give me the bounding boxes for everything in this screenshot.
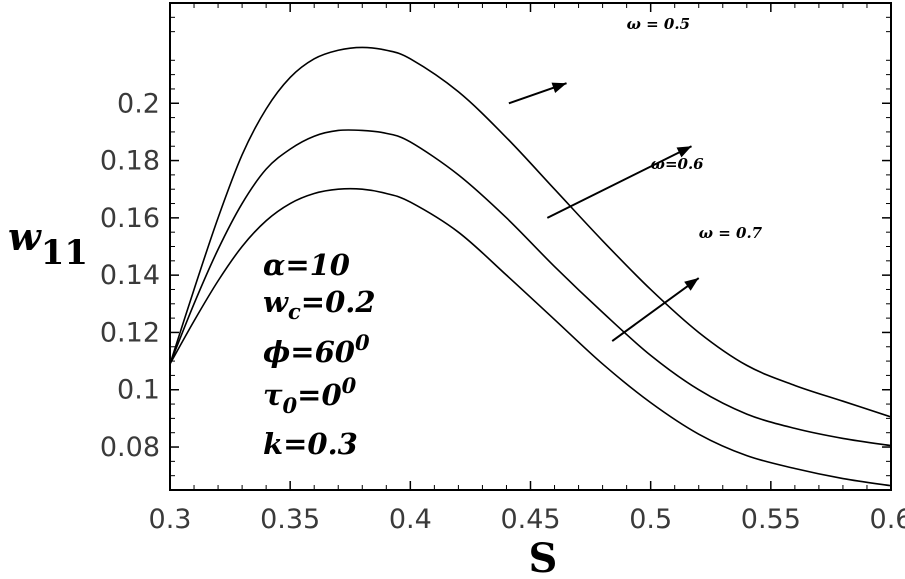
series-line-1 <box>169 46 892 418</box>
annotation-arrow-line-2 <box>546 145 692 219</box>
y-tick-label: 0.12 <box>100 317 160 348</box>
y-tick-label: 0.16 <box>100 203 160 234</box>
x-tick-label: 0.5 <box>629 504 672 535</box>
y-axis-title-main: w <box>8 214 42 259</box>
ticks <box>169 3 892 490</box>
y-axis-title: w11 <box>8 214 88 273</box>
x-tick-label: 0.4 <box>389 504 432 535</box>
x-tick-label: 0.6 <box>870 504 905 535</box>
series-line-2 <box>169 129 892 447</box>
param-phi-sup: 0 <box>355 330 370 355</box>
x-tick-label: 0.3 <box>149 504 192 535</box>
param-tau-rest: =0 <box>297 378 341 412</box>
param-tau-main: τ <box>263 378 283 412</box>
x-tick-label: 0.35 <box>260 504 320 535</box>
x-tick-label: 0.55 <box>741 504 801 535</box>
y-tick-label: 0.18 <box>100 146 160 177</box>
series-line-3 <box>169 187 892 487</box>
param-wc: wc=0.2 <box>263 285 376 324</box>
annotation-arrow-line-3 <box>611 277 700 342</box>
param-wc-rest: =0.2 <box>301 285 376 319</box>
curve-label-1: ω = 0.5 <box>627 15 690 33</box>
x-tick-label: 0.45 <box>500 504 560 535</box>
annotation-arrow-head-3 <box>684 278 699 291</box>
x-axis-title: S <box>529 535 558 579</box>
curve-label-3: ω = 0.7 <box>699 224 763 242</box>
param-wc-sub: c <box>288 299 301 324</box>
tick-labels: 0.3 0.35 0.4 0.45 0.5 0.55 0.6 0.08 0.1 0.12 0.14 0… <box>100 88 905 535</box>
y-tick-label: 0.08 <box>100 432 160 463</box>
param-phi: ϕ=600 <box>263 330 370 369</box>
curve-labels: ω = 0.5 ω=0.6 ω = 0.7 <box>627 15 763 242</box>
param-alpha: α=10 <box>263 248 350 282</box>
annotation-arrow-head-1 <box>551 82 567 94</box>
param-tau-sup: 0 <box>342 373 357 398</box>
param-tau: τ0=00 <box>263 373 357 418</box>
param-phi-main: ϕ=60 <box>263 335 355 369</box>
curves <box>169 46 892 487</box>
param-tau-sub: 0 <box>283 393 298 418</box>
arrows <box>508 82 700 342</box>
param-wc-main: w <box>263 285 289 319</box>
parameter-block: α=10 wc=0.2 ϕ=600 τ0=00 k=0.3 <box>263 248 376 461</box>
annotation-arrow-head-2 <box>676 146 692 158</box>
y-tick-label: 0.1 <box>117 375 160 406</box>
curve-label-2: ω=0.6 <box>651 155 705 173</box>
param-k: k=0.3 <box>263 427 358 461</box>
y-tick-label: 0.14 <box>100 260 160 291</box>
y-axis-title-sub: 11 <box>41 233 88 273</box>
y-tick-label: 0.2 <box>117 88 160 119</box>
plot-frame <box>169 2 892 491</box>
